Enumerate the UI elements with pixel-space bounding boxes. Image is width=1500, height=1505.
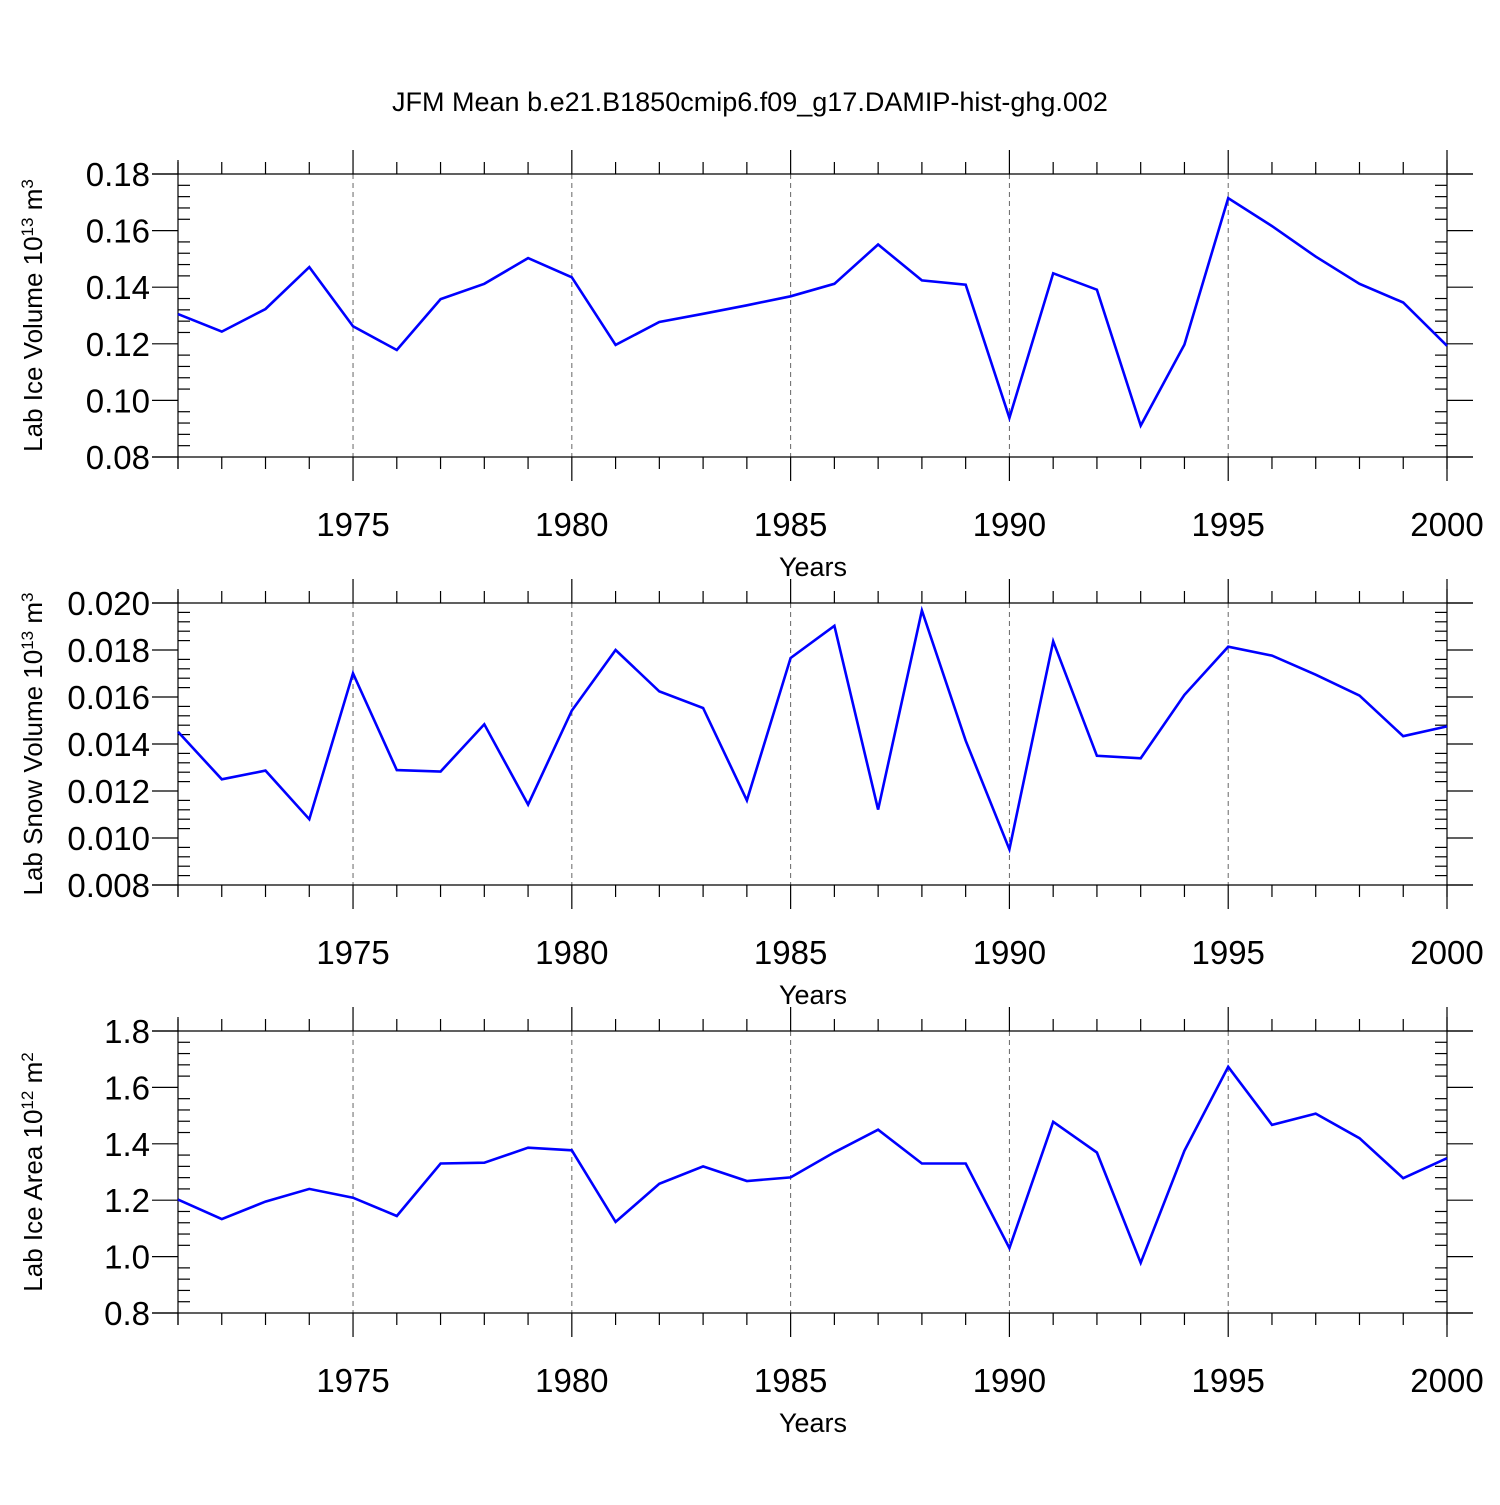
x-tick-label: 2000	[1410, 934, 1483, 971]
y-tick-label: 1.8	[104, 1013, 150, 1050]
y-axis-label-text: Lab Ice Area 10	[18, 1110, 48, 1292]
x-tick-label: 1985	[754, 506, 827, 543]
y-tick-label: 1.4	[104, 1126, 150, 1163]
y-axis-label-superscript: 3	[18, 179, 37, 188]
y-tick-label: 0.012	[67, 773, 150, 810]
x-tick-label: 1995	[1191, 934, 1264, 971]
y-tick-label: 0.18	[86, 156, 150, 193]
x-tick-label: 1975	[316, 934, 389, 971]
y-tick-label: 0.018	[67, 632, 150, 669]
y-axis-label-superscript: 2	[18, 1052, 37, 1061]
y-tick-label: 0.08	[86, 439, 150, 476]
y-axis-label: Lab Ice Area 1012 m2	[18, 1052, 49, 1291]
y-tick-label: 0.010	[67, 820, 150, 857]
y-axis-label: Lab Ice Volume 1013 m3	[18, 179, 49, 452]
data-series-line	[177, 605, 1448, 854]
y-tick-label: 1.0	[104, 1239, 150, 1276]
x-tick-label: 1975	[316, 506, 389, 543]
y-tick-label: 0.12	[86, 326, 150, 363]
x-tick-label: 1975	[316, 1362, 389, 1399]
y-axis-label-superscript: 3	[18, 592, 37, 601]
y-tick-label: 0.008	[67, 867, 150, 904]
x-tick-label: 1980	[535, 1362, 608, 1399]
x-tick-label: 1980	[535, 506, 608, 543]
x-axis-label: Years	[779, 980, 847, 1010]
y-tick-label: 0.014	[67, 726, 150, 763]
y-axis-label-superscript: 12	[18, 1091, 37, 1110]
y-tick-label: 0.10	[86, 382, 150, 419]
x-tick-label: 1990	[973, 934, 1046, 971]
x-tick-label: 1985	[754, 934, 827, 971]
panel-1: 0.08 0.10 0.12 0.14 0.16 0.18 1975 1980 1985 1990…	[18, 150, 1484, 582]
x-tick-label: 2000	[1410, 506, 1483, 543]
y-tick-label: 1.6	[104, 1069, 150, 1106]
y-axis-label-text: Lab Snow Volume 10	[18, 650, 48, 896]
y-axis-label-superscript: 13	[18, 631, 37, 650]
x-tick-label: 2000	[1410, 1362, 1483, 1399]
x-axis-label: Years	[779, 1408, 847, 1438]
x-tick-label: 1980	[535, 934, 608, 971]
y-tick-label: 0.14	[86, 269, 150, 306]
y-axis-label-superscript: 13	[18, 218, 37, 237]
x-tick-label: 1990	[973, 506, 1046, 543]
panel-3: 0.8 1.0 1.2 1.4 1.6 1.8 1975 1980 1985 1990 1995 20…	[18, 1007, 1484, 1438]
x-tick-label: 1995	[1191, 506, 1264, 543]
data-series-line	[177, 1064, 1448, 1267]
data-series-line	[177, 196, 1448, 429]
y-axis-label-text: m	[18, 1062, 48, 1091]
y-tick-label: 0.020	[67, 585, 150, 622]
x-axis-label: Years	[779, 552, 847, 582]
y-tick-label: 1.2	[104, 1182, 150, 1219]
chart-title: JFM Mean b.e21.B1850cmip6.f09_g17.DAMIP-…	[392, 87, 1108, 117]
y-axis-label-text: Lab Ice Volume 10	[18, 236, 48, 451]
y-tick-label: 0.16	[86, 213, 150, 250]
x-tick-label: 1995	[1191, 1362, 1264, 1399]
panel-2: 0.008 0.010 0.012 0.014 0.016 0.018 0.020 1975 1…	[18, 579, 1484, 1010]
y-axis-label-text: m	[18, 602, 48, 631]
y-axis-label-text: m	[18, 189, 48, 218]
x-tick-label: 1985	[754, 1362, 827, 1399]
x-tick-label: 1990	[973, 1362, 1046, 1399]
y-tick-label: 0.016	[67, 679, 150, 716]
y-tick-label: 0.8	[104, 1295, 150, 1332]
y-axis-label: Lab Snow Volume 1013 m3	[18, 592, 49, 895]
